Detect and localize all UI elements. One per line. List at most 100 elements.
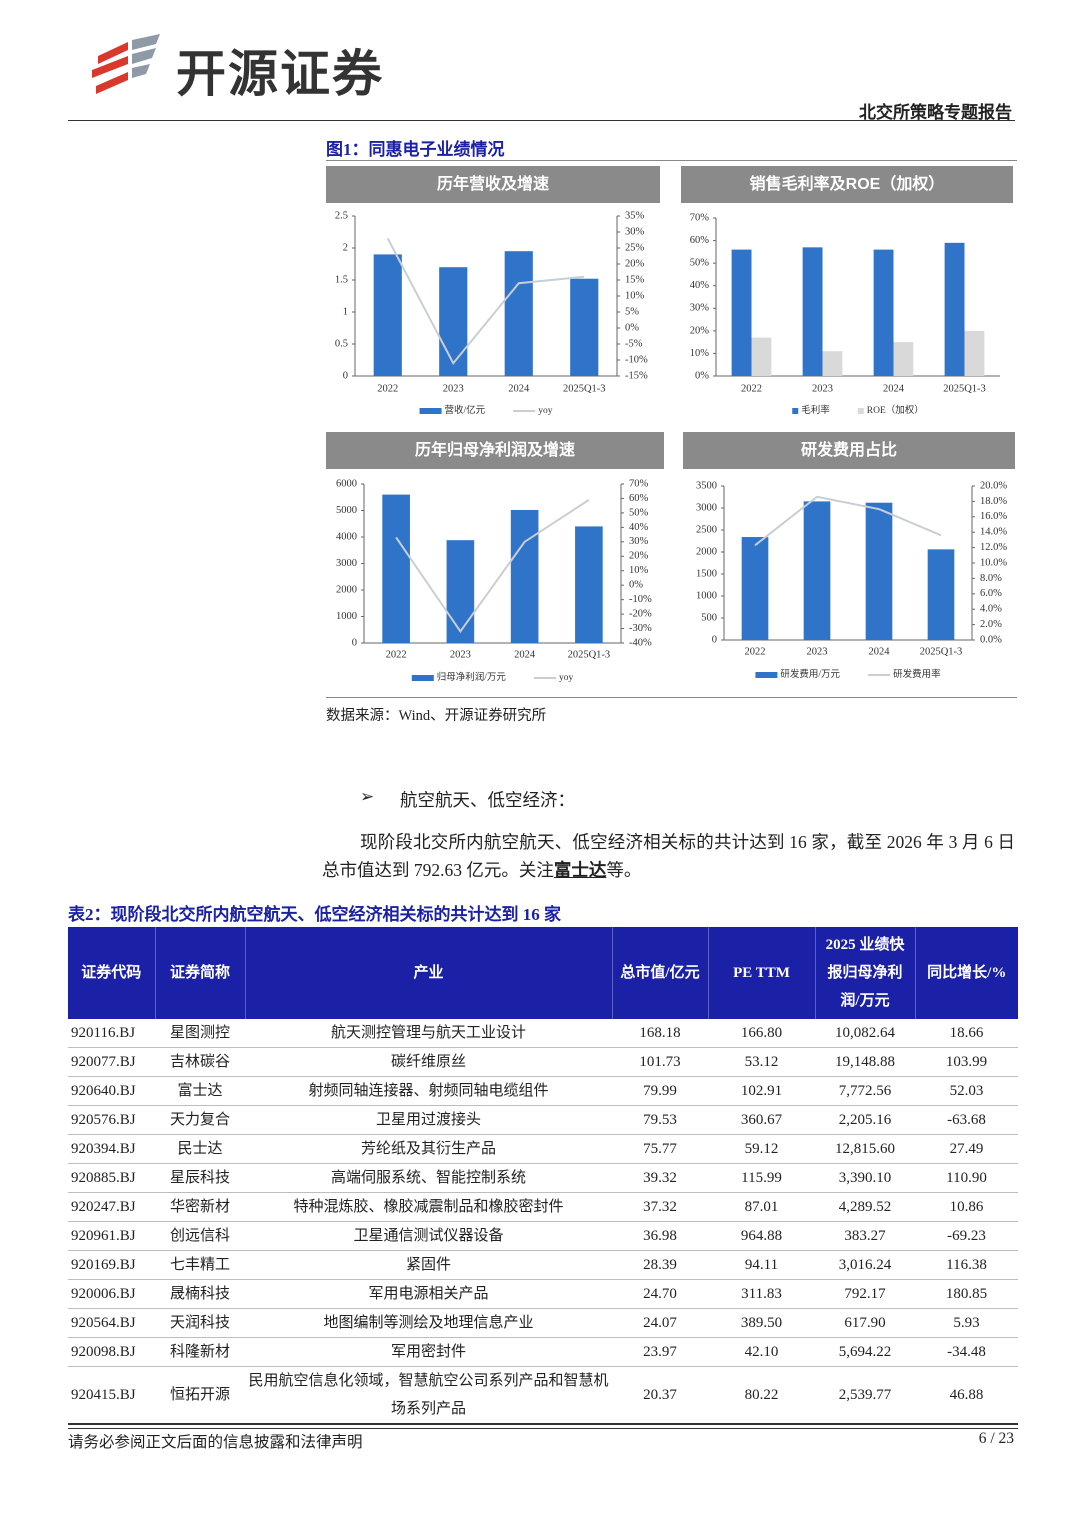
highlight: 富士达 xyxy=(553,860,607,880)
line xyxy=(395,499,590,634)
bar xyxy=(570,278,599,376)
table-cell: 964.88 xyxy=(708,1221,815,1251)
y2-tick-label: 70% xyxy=(629,478,649,489)
table-cell: 920576.BJ xyxy=(68,1105,155,1135)
y2-tick-label: -40% xyxy=(629,637,652,648)
y-tick-label: 2500 xyxy=(696,524,717,535)
line xyxy=(386,237,585,366)
table: 证券代码 证券简称 产业 总市值/亿元 PE TTM 2025 业绩快报归母净利润/万元同… xyxy=(68,927,1018,1425)
y-tick-label: 10% xyxy=(690,348,710,359)
table-cell: 360.67 xyxy=(708,1105,815,1135)
bar xyxy=(575,526,603,643)
table-cell: 3,016.24 xyxy=(815,1250,915,1280)
y2-tick-label: 20% xyxy=(629,551,649,562)
y2-tick-label: 0% xyxy=(629,580,643,591)
table-cell: 星图测控 xyxy=(155,1019,245,1048)
table-cell: 地图编制等测绘及地理信息产业 xyxy=(245,1308,612,1338)
table-cell: 37.32 xyxy=(612,1192,708,1222)
y-tick-label: 5000 xyxy=(336,505,357,516)
x-tick-label: 2024 xyxy=(883,383,905,394)
table-cell: 168.18 xyxy=(612,1019,708,1048)
legend-label: 毛利率 xyxy=(801,404,830,416)
x-tick-label: 2023 xyxy=(450,649,471,660)
table-cell: 10.86 xyxy=(915,1192,1018,1222)
bar xyxy=(873,249,894,376)
y-tick-label: 3000 xyxy=(336,558,357,569)
table-cell: 792.17 xyxy=(815,1279,915,1309)
table-row: 920116.BJ 星图测控 航天测控管理与航天工业设计 168.18 166.80 10… xyxy=(68,1019,1018,1048)
table-cell: 24.07 xyxy=(612,1308,708,1338)
line xyxy=(754,495,942,547)
y-tick-label: 3500 xyxy=(696,480,717,491)
x-tick-label: 2023 xyxy=(812,383,833,394)
table-cell: 恒拓开源 xyxy=(155,1366,245,1425)
y-tick-label: 1.5 xyxy=(335,274,348,285)
table-cell: 101.73 xyxy=(612,1047,708,1077)
x-tick-label: 2022 xyxy=(386,649,407,660)
table-row: 920006.BJ 晟楠科技 军用电源相关产品 24.70 311.83 792.17 18… xyxy=(68,1279,1018,1309)
x-tick-label: 2023 xyxy=(443,383,464,394)
legend-label: 研发费用率 xyxy=(893,668,941,680)
table-cell: 920564.BJ xyxy=(68,1308,155,1338)
legend-label: ROE（加权） xyxy=(867,404,924,416)
y2-tick-label: -20% xyxy=(629,608,652,619)
figure-rule xyxy=(326,160,1017,161)
y-tick-label: 0 xyxy=(712,634,717,645)
bar xyxy=(751,337,772,376)
table-cell: 2,205.16 xyxy=(815,1105,915,1135)
table-cell: 19,148.88 xyxy=(815,1047,915,1077)
table-cell: 383.27 xyxy=(815,1221,915,1251)
y-tick-label: 40% xyxy=(690,280,710,291)
panel-title: 研发费用占比 xyxy=(801,440,897,459)
table-cell: 920169.BJ xyxy=(68,1250,155,1280)
table-cell: 紧固件 xyxy=(245,1250,612,1280)
table-cell: 七丰精工 xyxy=(155,1250,245,1280)
panel-title-band xyxy=(326,432,664,469)
table-cell: 天力复合 xyxy=(155,1105,245,1135)
table-cell: 103.99 xyxy=(915,1047,1018,1077)
table-cell: 吉林碳谷 xyxy=(155,1047,245,1077)
x-tick-label: 2024 xyxy=(508,383,530,394)
table-cell: 920077.BJ xyxy=(68,1047,155,1077)
text: 等。 xyxy=(606,860,642,880)
table-cell: 166.80 xyxy=(708,1019,815,1048)
y2-tick-label: 40% xyxy=(629,522,649,533)
chart: 历年营收及增速 0 0.5 1 1.5 2 2.5 -15% -10% -5% 0% 5% 10% 15%… xyxy=(326,166,660,416)
y-tick-label: 1000 xyxy=(696,590,717,601)
table-cell: 59.12 xyxy=(708,1134,815,1164)
table-cell: 军用密封件 xyxy=(245,1337,612,1367)
x-tick-label: 2024 xyxy=(514,649,536,660)
y2-tick-label: 14.0% xyxy=(980,527,1007,538)
bullet-arrow: ➢ xyxy=(360,787,375,806)
legend-marker xyxy=(419,408,442,414)
text: 现阶段北交所内航空航天、低空经济相关标的共计达到 16 家，截至 2026 年 … xyxy=(322,832,1015,880)
legend-marker xyxy=(857,408,864,414)
panel-title: 历年营收及增速 xyxy=(437,174,549,193)
y2-tick-label: 12.0% xyxy=(980,542,1007,553)
legend-label: 营收/亿元 xyxy=(445,404,486,416)
table-cell: -63.68 xyxy=(915,1105,1018,1135)
y2-tick-label: 6.0% xyxy=(980,588,1002,599)
x-tick-label: 2024 xyxy=(869,646,891,657)
y2-tick-label: 0.0% xyxy=(980,634,1002,645)
y-tick-label: 60% xyxy=(690,235,710,246)
chart: 研发费用占比 0 500 1000 1500 2000 2500 3000 3500 0.0% 2.… xyxy=(683,432,1015,680)
bar xyxy=(944,242,965,376)
table-row: 920394.BJ 民士达 芳纶纸及其衍生产品 75.77 59.12 12,815.60… xyxy=(68,1134,1018,1164)
report-type: 北交所策略专题报告 xyxy=(859,103,1012,122)
bar xyxy=(964,330,985,376)
table-cell: 27.49 xyxy=(915,1134,1018,1164)
y2-tick-label: 20.0% xyxy=(980,480,1007,491)
table-cell: 311.83 xyxy=(708,1279,815,1309)
table-cell: -69.23 xyxy=(915,1221,1018,1251)
column-header: 产业 xyxy=(244,927,612,1019)
panel-title: 历年归母净利润及增速 xyxy=(415,440,575,459)
table-cell: 42.10 xyxy=(708,1337,815,1367)
table-cell: 920098.BJ xyxy=(68,1337,155,1367)
y-tick-label: 0% xyxy=(695,370,709,381)
y2-tick-label: 5% xyxy=(625,306,639,317)
bar xyxy=(802,247,823,376)
table-cell: 920116.BJ xyxy=(68,1019,155,1048)
y-tick-label: 3000 xyxy=(696,502,717,513)
y-tick-label: 2 xyxy=(343,242,348,253)
